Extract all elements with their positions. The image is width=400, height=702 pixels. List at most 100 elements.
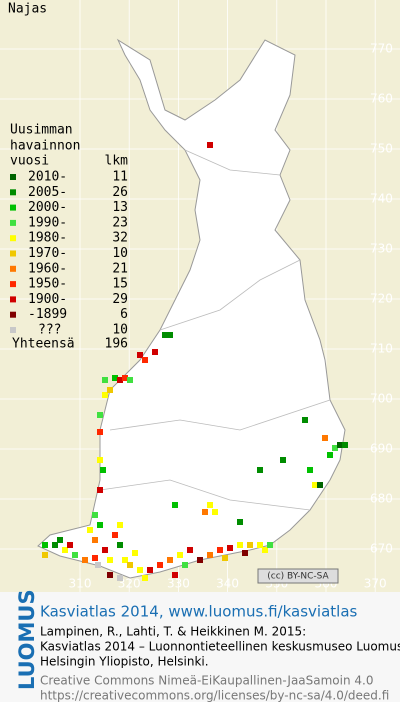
observation-square: [52, 542, 58, 548]
observation-square: [312, 482, 318, 488]
observation-square: [337, 442, 343, 448]
grid-label-y: 770: [370, 42, 393, 56]
observation-squares: [42, 142, 348, 581]
legend-label: ???: [38, 323, 61, 338]
observation-square: [107, 387, 113, 393]
observation-square: [257, 467, 263, 473]
observation-square: [212, 509, 218, 515]
observation-square: [72, 552, 78, 558]
observation-square: [92, 555, 98, 561]
legend-count: 26: [112, 185, 128, 200]
legend-count: 11: [112, 170, 128, 185]
legend-column: lkm: [105, 154, 129, 169]
grid-label-x: 310: [69, 577, 92, 591]
region-border: [159, 259, 301, 331]
observation-square: [172, 502, 178, 508]
legend-count: 10: [112, 246, 128, 261]
observation-square: [332, 445, 338, 451]
observation-square: [127, 377, 133, 383]
observation-square: [92, 512, 98, 518]
observation-square: [267, 542, 273, 548]
observation-square: [100, 467, 106, 473]
legend-swatch: [10, 219, 16, 226]
grid-label-x: 330: [167, 577, 190, 591]
grid-label-y: 720: [370, 292, 393, 306]
legend-total: 196: [105, 337, 128, 352]
map-title: Najas: [8, 2, 47, 17]
grid-label-y: 760: [370, 92, 393, 106]
observation-square: [177, 552, 183, 558]
legend-swatch: [10, 204, 16, 211]
region-border: [109, 399, 331, 431]
observation-square: [95, 562, 101, 568]
logo: LUOMUS: [15, 589, 39, 690]
observation-square: [327, 452, 333, 458]
observation-square: [317, 482, 323, 488]
observation-square: [102, 377, 108, 383]
observation-square: [182, 562, 188, 568]
region-border: [99, 479, 311, 511]
observation-square: [247, 542, 253, 548]
observation-square: [122, 557, 128, 563]
observation-square: [152, 349, 158, 355]
observation-square: [217, 547, 223, 553]
observation-square: [227, 545, 233, 551]
observation-square: [137, 352, 143, 358]
legend-swatch: [10, 189, 16, 196]
observation-square: [97, 457, 103, 463]
legend-count: 21: [112, 261, 128, 276]
observation-square: [172, 572, 178, 578]
license-badge: [257, 568, 339, 584]
legend-label: 2000-: [28, 200, 67, 215]
license: Creative Commons Nimeä-EiKaupallinen-Jaa…: [40, 674, 374, 688]
grid-label-y: 690: [370, 442, 393, 456]
observation-square: [187, 547, 193, 553]
grid-label-y: 670: [370, 542, 393, 556]
legend-count: 6: [120, 307, 128, 322]
legend-label: 1980-: [28, 231, 67, 246]
observation-square: [97, 412, 103, 418]
observation-square: [342, 442, 348, 448]
legend-label: -1899: [28, 307, 67, 322]
citation: Helsingin Yliopisto, Helsinki.: [40, 655, 209, 669]
legend-heading: havainnon: [10, 139, 80, 154]
legend-swatch: [10, 235, 16, 242]
legend-count: 13: [112, 200, 128, 215]
observation-square: [237, 519, 243, 525]
legend-label: 1900-: [28, 292, 67, 307]
legend-swatch: [10, 174, 16, 180]
legend-swatch: [10, 250, 16, 257]
observation-square: [102, 392, 108, 398]
observation-square: [87, 527, 93, 533]
observation-square: [207, 142, 213, 148]
observation-square: [167, 332, 173, 338]
grid-label-x: 320: [118, 577, 141, 591]
region-border: [184, 149, 281, 176]
legend-swatch: [10, 296, 16, 303]
legend-label: 1990-: [28, 215, 67, 230]
legend-heading: Uusimman: [10, 123, 73, 138]
observation-square: [162, 332, 168, 338]
citation: Kasviatlas 2014 – Luonnontieteellinen ke…: [40, 640, 400, 654]
observation-square: [97, 487, 103, 493]
citation: Lampinen, R., Lahti, T. & Heikkinen M. 2…: [40, 625, 306, 639]
observation-square: [132, 550, 138, 556]
legend-total-label: Yhteensä: [12, 337, 75, 352]
observation-square: [102, 547, 108, 553]
observation-square: [237, 542, 243, 548]
grid-label-y: 680: [370, 492, 393, 506]
legend-count: 15: [112, 277, 128, 292]
legend-column: vuosi: [10, 154, 49, 169]
observation-square: [117, 522, 123, 528]
observation-square: [112, 532, 118, 538]
legend-swatch: [10, 265, 16, 272]
observation-square: [92, 537, 98, 543]
observation-square: [107, 557, 113, 563]
legend-count: 10: [112, 323, 128, 338]
observation-square: [157, 562, 163, 568]
observation-square: [117, 575, 123, 581]
observation-square: [242, 550, 248, 556]
footer-background: [0, 592, 400, 702]
